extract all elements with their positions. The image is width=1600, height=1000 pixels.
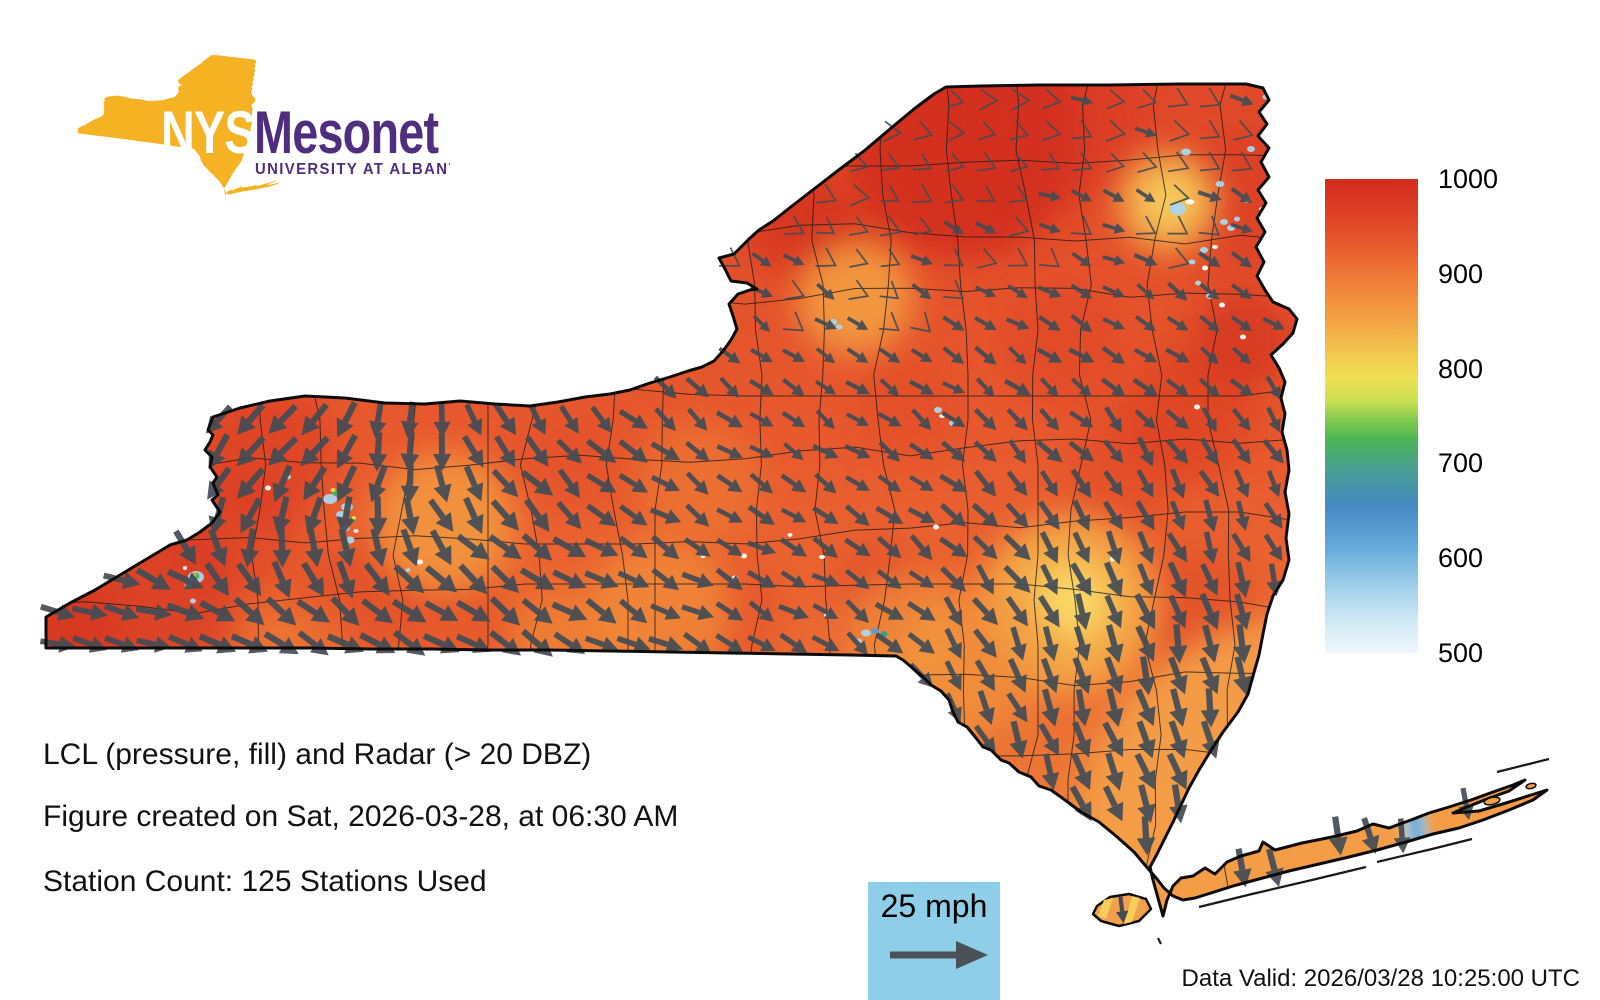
colorbar-tick-label: 1000	[1438, 164, 1499, 194]
barrier-island-line	[1496, 757, 1550, 774]
logo-name: Mesonet	[254, 99, 439, 166]
data-valid-text: Data Valid: 2026/03/28 10:25:00 UTC	[1181, 965, 1580, 992]
colorbar-tick-label: 500	[1438, 638, 1484, 668]
barrier-island-line	[1157, 937, 1162, 945]
colorbar-tick-label: 900	[1438, 258, 1484, 289]
wind-speed-legend: 25 mph	[868, 882, 1000, 1000]
figure-title: LCL (pressure, fill) and Radar (> 20 DBZ…	[43, 738, 592, 771]
station-count-text: Station Count: 125 Stations Used	[43, 865, 487, 898]
colorbar-tick-label: 700	[1438, 448, 1484, 479]
logo-tagline: UNIVERSITY AT ALBANY	[255, 161, 450, 179]
staten-island	[1091, 892, 1153, 928]
wind-reference-arrow-icon	[890, 941, 988, 969]
colorbar-tick-label: 800	[1438, 353, 1484, 384]
logo-acronym: NYS	[161, 99, 255, 166]
figure-created-text: Figure created on Sat, 2026-03-28, at 06…	[43, 800, 679, 833]
nys-mesonet-logo: NYS Mesonet UNIVERSITY AT ALBANY	[72, 39, 450, 204]
wind-speed-label: 25 mph	[880, 888, 988, 924]
barrier-island-line	[1198, 865, 1367, 909]
pressure-colorbar	[1325, 179, 1418, 653]
colorbar-tick-label: 600	[1438, 543, 1484, 574]
barrier-island-line	[1376, 837, 1473, 864]
small-islands	[1483, 782, 1537, 806]
radar-echoes	[183, 94, 1270, 657]
wind-arrow-field	[39, 87, 1474, 888]
